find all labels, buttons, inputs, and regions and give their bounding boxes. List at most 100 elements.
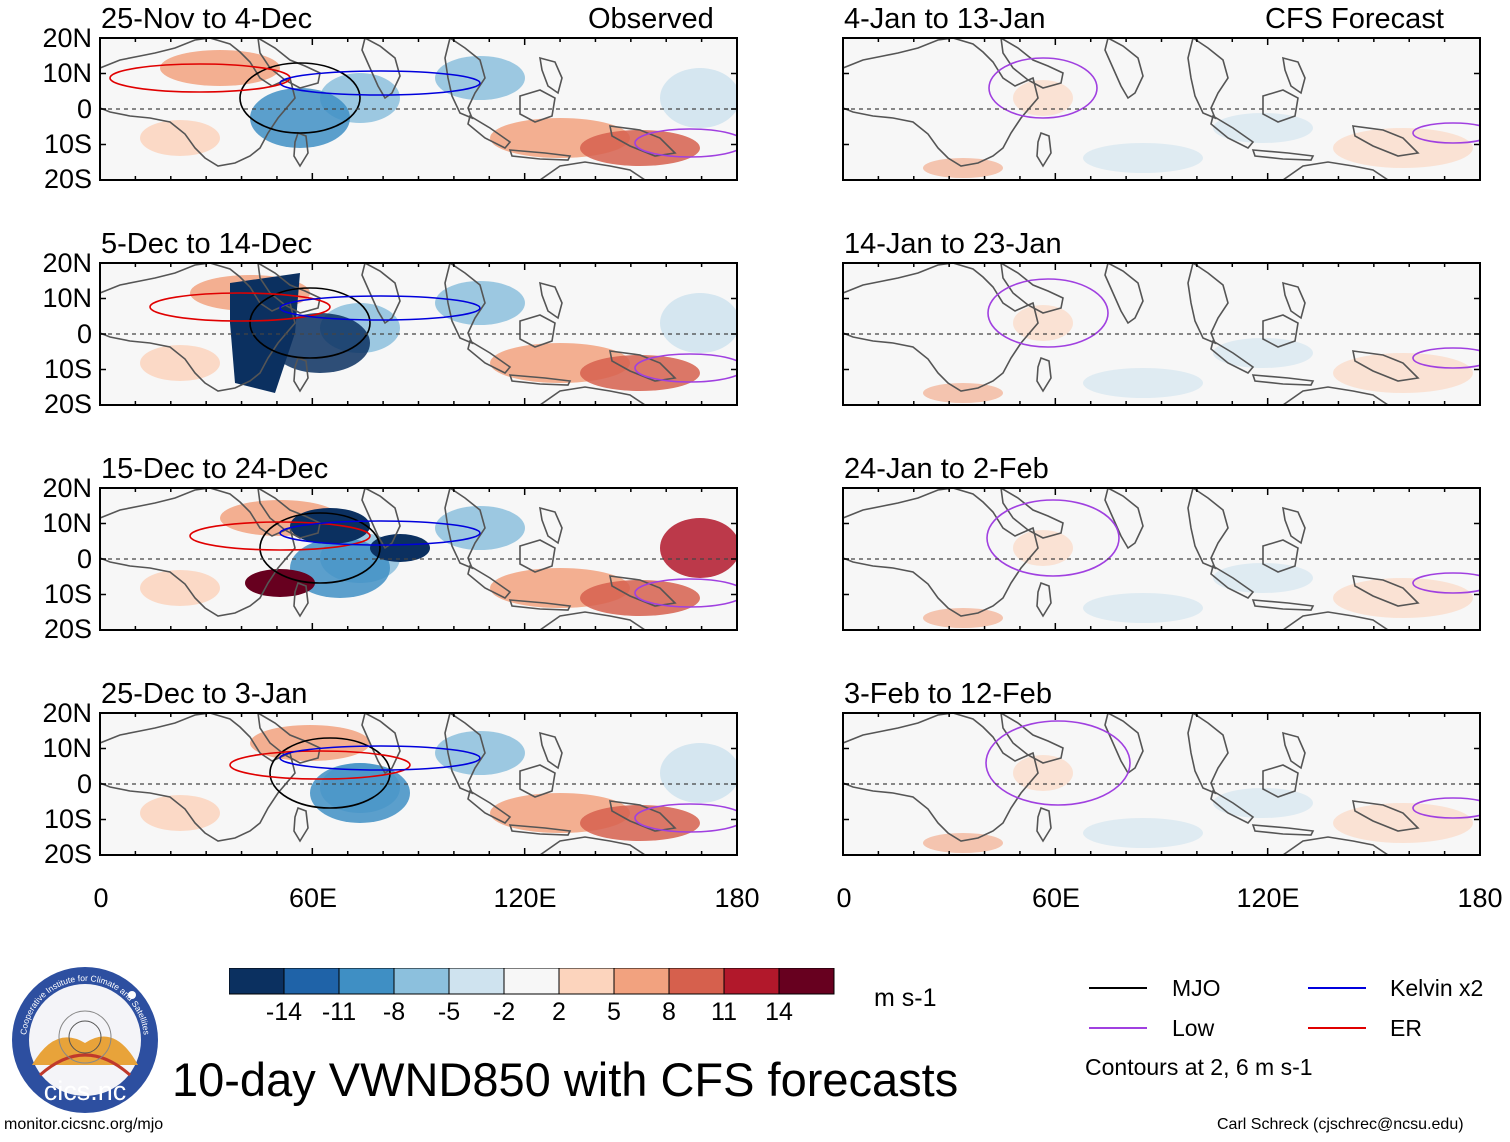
coastline [1036,356,1052,393]
anomaly-shading [1333,578,1473,618]
colorbar-swatch [558,968,615,995]
lat-tick-label: 10N [42,283,92,313]
anomaly-shading [245,569,315,597]
low-contour [1412,347,1480,369]
coastline [1282,731,1306,770]
map-panel [842,262,1481,406]
map-panel [99,487,738,631]
coastline [100,263,296,392]
coastline [100,488,296,617]
coastline [1282,56,1306,95]
lat-tick-label: 20N [42,23,92,53]
coastline [1036,131,1052,168]
mjo-contour [259,512,381,584]
coastline [1000,488,1064,539]
colorbar-swatch [448,968,505,995]
coastline [1262,764,1299,798]
lon-tick-label: 0 [93,883,109,913]
coastline [1104,38,1144,100]
lon-tick-label: 120E [1236,883,1300,913]
column-label-observed: Observed [588,3,714,35]
panel-title: 15-Dec to 24-Dec [101,453,329,485]
legend-line-mjo [1089,987,1147,989]
anomaly-shading [1083,818,1203,848]
coastline [1210,789,1255,824]
contour-note: Contours at 2, 6 m s-1 [1085,1054,1313,1080]
legend-label-kelvin: Kelvin x2 [1390,975,1484,1001]
panel-title: 5-Dec to 14-Dec [101,228,313,260]
legend-line-er [1308,1027,1366,1029]
panel-title: 3-Feb to 12-Feb [844,678,1052,710]
coastline [1187,263,1229,345]
lat-tick-label: 10S [43,804,92,834]
anomaly-shading [1213,563,1313,593]
map-panel [842,712,1481,856]
lat-tick-label: 20S [43,614,92,644]
coastline [1187,713,1229,795]
anomaly-shading [1013,755,1073,791]
coastline [467,339,512,374]
colorbar-label: -5 [437,998,461,1026]
low-contour [1412,122,1480,144]
cicsnc-logo: cics.nc Cooperative Institute for Climat… [12,967,158,1113]
colorbar-swatch [503,968,560,995]
coastline [538,611,647,630]
coastline [467,789,512,824]
coastline [519,539,556,573]
coastline [1282,506,1306,545]
coastline [843,488,1039,617]
anomaly-shading [1013,80,1073,116]
coastline [1351,350,1420,382]
colorbar-swatch [778,968,835,995]
coastline [257,263,321,314]
lat-tick-label: 20S [43,389,92,419]
anomaly-shading [660,743,737,803]
anomaly-shading [140,120,220,156]
coastline [519,314,556,348]
lat-tick-label: 0 [76,769,92,799]
coastline [1210,339,1255,374]
colorbar-label: 5 [607,998,621,1026]
er-contour [189,521,371,551]
column-label-forecast: CFS Forecast [1265,3,1444,35]
anomaly-shading [580,805,700,841]
panel-title: 14-Jan to 23-Jan [844,228,1062,260]
coastline [843,713,1039,842]
colorbar-swatch [338,968,395,995]
lat-tick-label: 0 [76,544,92,574]
anomaly-shading [370,534,430,562]
lon-tick-label: 0 [836,883,852,913]
anomaly-shading [660,68,737,128]
coastline [1251,824,1315,836]
anomaly-shading [1083,143,1203,173]
anomaly-shading [1013,305,1073,341]
er-contour [229,750,411,780]
coastline [1351,125,1420,157]
low-contour [634,353,737,383]
anomaly-shading [435,281,525,325]
credit-url: monitor.cicsnc.org/mjo [4,1116,164,1133]
colorbar-label: 8 [662,998,676,1026]
coastline [539,731,563,770]
coastline [1187,38,1229,120]
lat-tick-label: 20N [42,248,92,278]
coastline [843,38,1039,167]
colorbar-units: m s-1 [874,984,937,1012]
coastline [519,89,556,123]
anomaly-shading [1013,530,1073,566]
coastline [1351,800,1420,832]
coastline [1210,564,1255,599]
coastline [1210,114,1255,149]
coastline [1000,38,1064,89]
coastline [1281,161,1390,180]
coastline [293,131,309,168]
coastline [1282,281,1306,320]
panel-title: 25-Nov to 4-Dec [101,3,313,35]
lat-tick-label: 10S [43,579,92,609]
coastline [293,581,309,618]
lat-tick-label: 20S [43,839,92,869]
anomaly-shading [435,56,525,100]
colorbar-swatch [668,968,725,995]
lat-tick-label: 10N [42,733,92,763]
anomaly-shading [1213,788,1313,818]
